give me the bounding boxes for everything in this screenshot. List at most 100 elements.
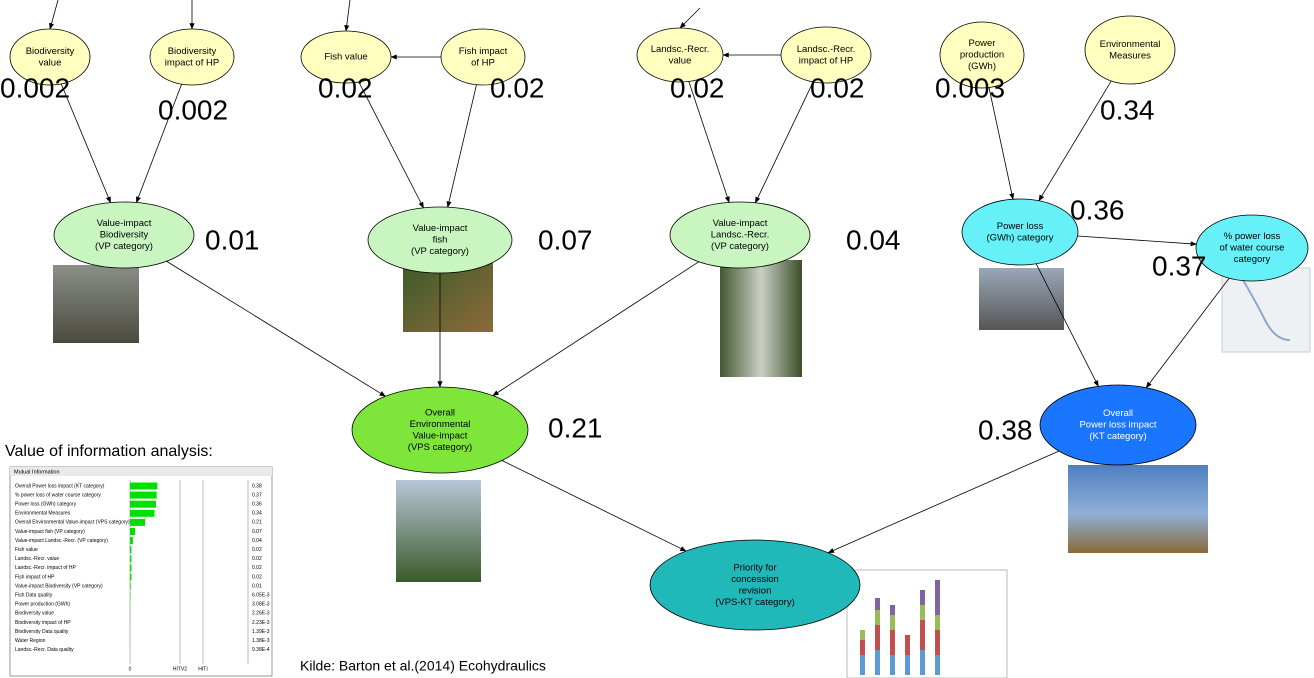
node-label: Value-impact <box>97 218 152 229</box>
mi-bar <box>130 492 157 499</box>
node-value: 0.34 <box>1100 94 1155 125</box>
node-value: 0.36 <box>1070 194 1125 225</box>
row-value: 0.37 <box>252 492 262 498</box>
row-value: 2.23E-3 <box>252 620 270 626</box>
node-label: Biodiversity <box>168 46 217 57</box>
photo-valley <box>396 480 481 582</box>
photo-map <box>1222 268 1310 352</box>
edge <box>755 82 813 203</box>
row-value: 0.07 <box>252 529 262 535</box>
node-label: Biodiversity <box>26 46 75 57</box>
node-value: 0.02 <box>490 72 545 103</box>
row-label: % power loss of water course category <box>15 492 101 498</box>
edge <box>1078 236 1197 244</box>
mi-bar <box>130 528 135 535</box>
node-label: concession <box>731 574 779 585</box>
mutual-information-panel: Mutual Information Overall Power loss im… <box>10 467 272 676</box>
node-label: impact of HP <box>799 55 853 66</box>
edge <box>50 0 58 29</box>
node-label: revision <box>739 585 772 596</box>
node-label: Power loss impact <box>1079 420 1156 431</box>
node-label: production <box>960 50 1004 61</box>
mi-bar <box>130 564 131 571</box>
row-label: Water Region <box>15 638 46 644</box>
panel-title: Mutual Information <box>14 469 60 475</box>
mi-bar <box>130 537 133 544</box>
node-label: Fish impact <box>459 46 508 57</box>
diagram: Biodiversityvalue0.002Biodiversityimpact… <box>0 0 1314 678</box>
node-value: 0.002 <box>158 94 228 125</box>
node-label: of water course <box>1220 243 1285 254</box>
row-label: Fish Data quality <box>15 593 53 599</box>
node-label: Environmental <box>410 419 471 430</box>
row-label: Landsc.-Recr. Data quality <box>15 647 74 653</box>
row-value: 3.08E-3 <box>252 602 270 608</box>
node-label: Power loss <box>997 221 1044 232</box>
node-label: (GWh) <box>968 61 996 72</box>
node-value: 0.002 <box>0 72 70 103</box>
row-value: 0.21 <box>252 520 262 526</box>
node-value: 0.21 <box>548 412 603 443</box>
node-value: 0.02 <box>670 72 725 103</box>
row-value: 0.02 <box>252 547 262 553</box>
node-label: (KT category) <box>1089 431 1146 442</box>
row-label: Landsc.-Recr. impact of HP <box>15 565 77 571</box>
row-label: Biodiversity value <box>15 611 54 617</box>
axis-label: HITI <box>198 666 207 672</box>
node-label: (GWh) category <box>986 232 1053 243</box>
edge <box>989 88 1013 200</box>
node-label: impact of HP <box>165 57 219 68</box>
node-label: value <box>39 57 62 68</box>
source: Kilde: Barton et al.(2014) Ecohydraulics <box>300 658 546 674</box>
node-label: Value-impact <box>713 218 768 229</box>
edge <box>1146 278 1229 388</box>
node-value: 0.02 <box>810 72 865 103</box>
mi-bar <box>130 510 154 517</box>
voi-title: Value of information analysis: <box>5 443 213 460</box>
row-value: 0.04 <box>252 538 262 544</box>
node-label: Priority for <box>733 562 776 573</box>
row-value: 0.01 <box>252 583 262 589</box>
node-label: Overall <box>1103 408 1133 419</box>
node-value: 0.07 <box>538 224 593 255</box>
row-label: Value-impact Biodiversity (VP category) <box>15 583 103 589</box>
node-label: Value-impact <box>413 430 468 441</box>
row-label: Fish impact of HP <box>15 574 55 580</box>
node-label: Landsc.-Recr. <box>797 44 856 55</box>
mi-bar <box>130 519 145 526</box>
row-label: Overall Environmental Value-impact (VPS … <box>15 520 130 526</box>
row-value: 0.02 <box>252 565 262 571</box>
row-value: 0.02 <box>252 556 262 562</box>
mi-bar <box>130 546 131 553</box>
row-value: 6.05E-3 <box>252 593 270 599</box>
node-value: 0.003 <box>935 72 1005 103</box>
row-label: Value-impact fish (VP category) <box>15 529 85 535</box>
row-label: Biodiversity Data quality <box>15 629 69 635</box>
row-label: Power loss (GWh) category <box>15 502 77 508</box>
node-label: of HP <box>471 57 495 68</box>
node-label: fish <box>433 235 448 246</box>
mi-bar <box>130 501 156 508</box>
row-label: Fish value <box>15 547 38 553</box>
edge <box>346 0 350 31</box>
node-label: (VP category) <box>411 246 469 257</box>
node-label: Overall <box>425 407 455 418</box>
row-value: 0.02 <box>252 574 262 580</box>
photo-eel <box>53 265 139 343</box>
node-label: value <box>669 55 692 66</box>
row-label: Landsc.-Recr. value <box>15 556 59 562</box>
row-label: Value-impact Landsc.-Recr. (VP category) <box>15 538 108 544</box>
mi-bar <box>130 555 131 562</box>
photo-chart <box>847 570 1007 678</box>
row-value: 1.38E-3 <box>252 638 270 644</box>
node-value: 0.01 <box>205 224 260 255</box>
node-label: (VP category) <box>711 241 769 252</box>
row-value: 0.34 <box>252 511 262 517</box>
row-value: 0.38 <box>252 483 262 489</box>
row-value: 1.39E-3 <box>252 629 270 635</box>
photo-city <box>1068 465 1208 553</box>
node-label: Landsc.-Recr. <box>651 44 710 55</box>
node-label: (VPS-KT category) <box>715 597 795 608</box>
mi-bar <box>130 483 157 490</box>
row-value: 9.38E-4 <box>252 647 270 653</box>
